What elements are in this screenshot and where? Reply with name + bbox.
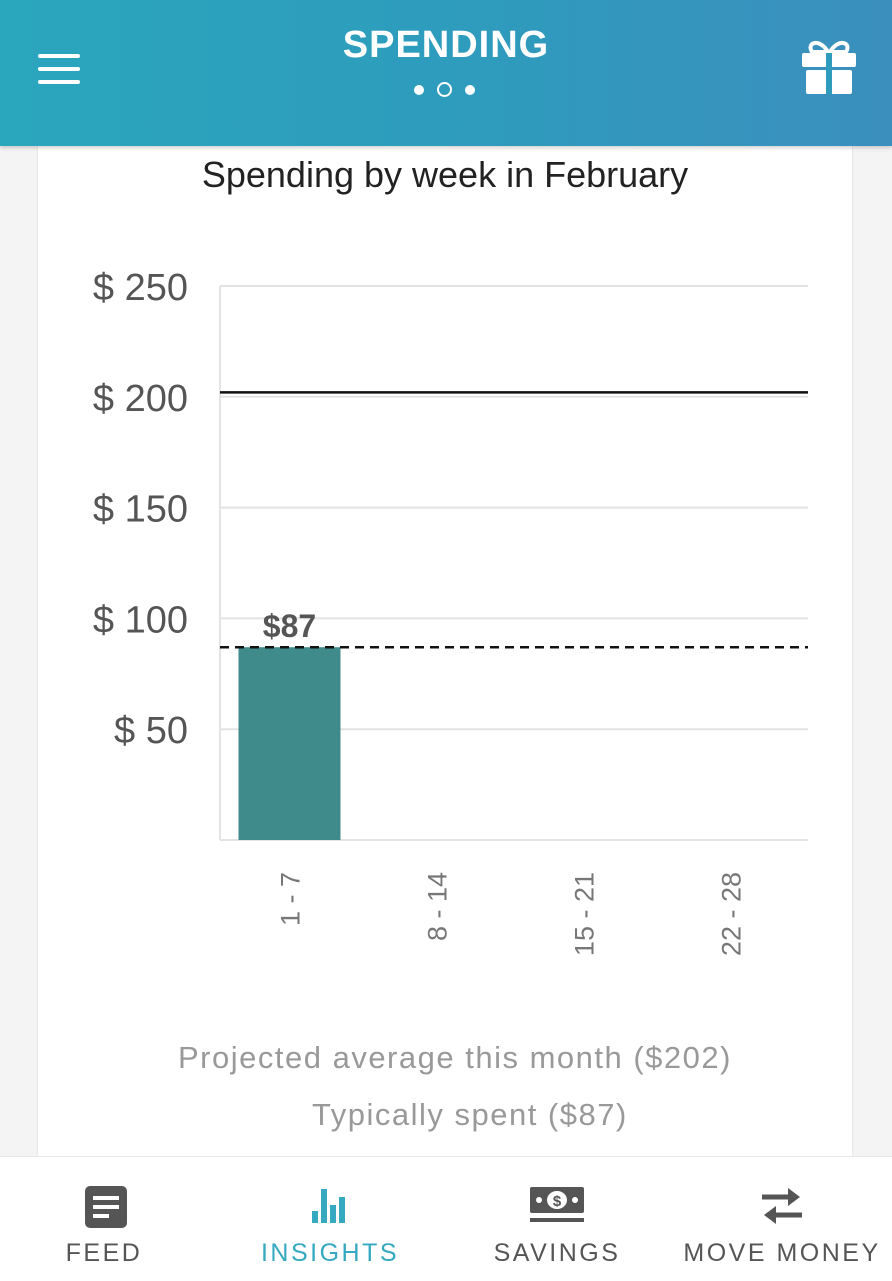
x-tick-label: 8 - 14 — [423, 872, 453, 941]
nav-label-move-money: MOVE MONEY — [683, 1239, 881, 1267]
bottom-navigation: FEED INSIGHTS $ SAVINGS MOVE MONEY — [0, 1156, 892, 1281]
page-dot-2-active — [437, 82, 452, 97]
page-dot-3 — [465, 85, 475, 95]
legend-typically-spent: Typically spent ($87) — [312, 1097, 628, 1132]
x-tick-label: 15 - 21 — [570, 872, 600, 956]
nav-item-feed[interactable]: FEED — [46, 1157, 162, 1281]
app-header: SPENDING — [0, 0, 892, 146]
transfer-arrows-icon — [762, 1188, 802, 1224]
nav-item-savings[interactable]: $ SAVINGS — [488, 1157, 626, 1281]
gift-icon[interactable] — [798, 36, 860, 98]
y-tick-label: $ 200 — [93, 378, 188, 420]
nav-label-savings: SAVINGS — [493, 1239, 621, 1267]
y-tick-label: $ 100 — [93, 599, 188, 641]
x-tick-label: 1 - 7 — [276, 872, 306, 926]
spending-card — [38, 146, 852, 1156]
nav-label-feed: FEED — [65, 1239, 143, 1267]
savings-money-icon: $ — [530, 1187, 584, 1222]
insights-chart-icon — [312, 1189, 345, 1223]
nav-label-insights: INSIGHTS — [260, 1239, 400, 1267]
bar — [238, 647, 341, 840]
page-dot-1 — [414, 85, 424, 95]
page-title: SPENDING — [342, 24, 550, 66]
x-tick-label: 22 - 28 — [717, 872, 747, 956]
bar-data-label: $87 — [263, 608, 316, 644]
svg-text:$: $ — [553, 1193, 562, 1210]
legend-projected-average: Projected average this month ($202) — [178, 1040, 732, 1075]
chart-title: Spending by week in February — [201, 154, 689, 195]
y-tick-label: $ 150 — [93, 489, 188, 531]
feed-icon — [85, 1186, 127, 1228]
page-indicator — [412, 82, 480, 98]
y-tick-label: $ 50 — [114, 710, 188, 752]
nav-item-move-money[interactable]: MOVE MONEY — [678, 1157, 886, 1281]
hamburger-menu-icon[interactable] — [32, 46, 88, 92]
nav-item-insights[interactable]: INSIGHTS — [254, 1157, 406, 1281]
y-tick-label: $ 250 — [93, 267, 188, 309]
